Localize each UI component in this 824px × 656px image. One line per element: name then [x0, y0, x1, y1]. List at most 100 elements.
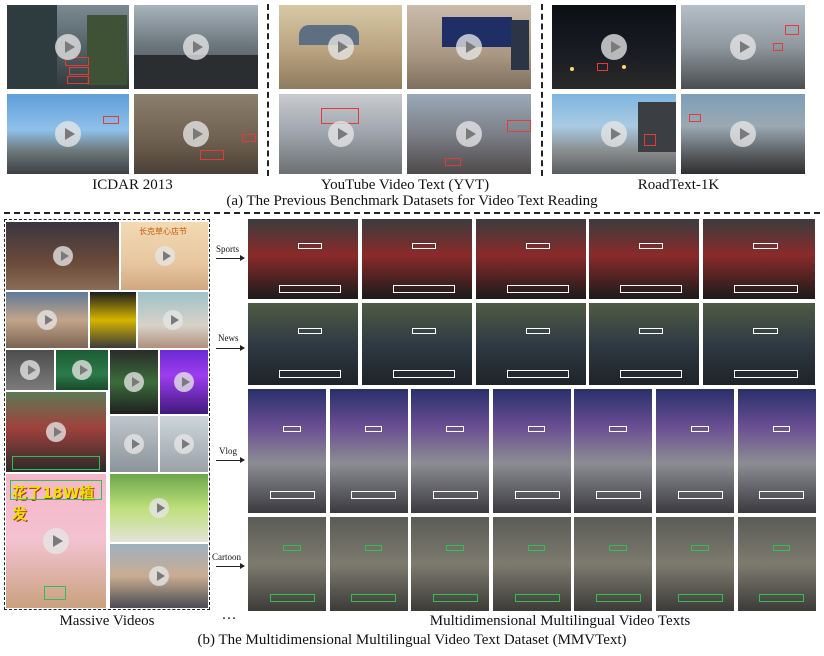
play-icon[interactable] [456, 121, 482, 147]
play-icon[interactable] [43, 528, 69, 554]
play-icon[interactable] [601, 34, 627, 60]
icdar-thumb-3[interactable] [7, 94, 129, 174]
video-frame[interactable] [248, 389, 326, 513]
play-icon[interactable] [55, 121, 81, 147]
play-icon[interactable] [124, 372, 144, 392]
play-icon[interactable] [730, 34, 756, 60]
play-icon[interactable] [20, 360, 40, 380]
yvt-thumb-2[interactable] [407, 5, 531, 89]
text-annotation-box [297, 327, 322, 334]
icdar-thumb-1[interactable] [7, 5, 129, 89]
video-frame[interactable] [411, 517, 490, 611]
video-frame[interactable] [248, 303, 358, 385]
icdar-label: ICDAR 2013 [92, 177, 173, 193]
roadtext-thumb-4[interactable] [681, 94, 805, 174]
video-frame[interactable] [656, 389, 734, 513]
video-frame[interactable] [656, 517, 734, 611]
video-frame[interactable] [329, 389, 408, 513]
roadtext-thumb-2[interactable] [681, 5, 805, 89]
roadtext-thumb-1[interactable] [552, 5, 676, 89]
mosaic-thumb-5[interactable] [138, 292, 208, 348]
play-icon[interactable] [154, 246, 175, 266]
text-annotation-box [433, 490, 478, 499]
play-icon[interactable] [37, 310, 57, 330]
play-icon[interactable] [183, 34, 209, 60]
play-icon[interactable] [72, 360, 92, 380]
text-annotation-box [364, 545, 383, 552]
text-annotation-box [753, 327, 778, 334]
video-frame[interactable] [492, 389, 571, 513]
mosaic-thumb-9[interactable] [160, 350, 208, 414]
play-icon[interactable] [55, 34, 81, 60]
text-annotation-box [283, 545, 301, 552]
mosaic-thumb-15[interactable] [110, 544, 208, 608]
video-frame[interactable] [476, 303, 586, 385]
text-annotation-box [759, 490, 805, 499]
play-icon[interactable] [163, 310, 183, 330]
mosaic-thumb-13[interactable]: 花了18W植发 [6, 474, 106, 608]
play-icon[interactable] [149, 566, 169, 586]
text-annotation-box [772, 545, 791, 552]
yvt-label: YouTube Video Text (YVT) [320, 177, 490, 193]
text-annotation-box [446, 545, 464, 552]
video-frame[interactable] [362, 219, 472, 299]
play-icon[interactable] [124, 434, 144, 454]
video-frame[interactable] [737, 389, 816, 513]
video-frame[interactable] [703, 303, 815, 385]
text-annotation-box [411, 327, 436, 334]
video-frame[interactable] [492, 517, 571, 611]
title-text: 花了18W植发 [12, 484, 95, 523]
mosaic-thumb-11[interactable] [110, 416, 158, 472]
chip-text: 长克草心店节 [139, 227, 187, 236]
mosaic-thumb-1[interactable] [6, 222, 119, 290]
text-annotation-box [506, 284, 570, 293]
play-icon[interactable] [327, 121, 354, 147]
video-frame[interactable] [589, 219, 699, 299]
separator-1 [267, 4, 269, 176]
play-icon[interactable] [174, 434, 194, 454]
mosaic-thumb-12[interactable] [160, 416, 208, 472]
video-frame[interactable] [574, 389, 653, 513]
video-frame[interactable] [248, 517, 326, 611]
massive-videos-label: Massive Videos [59, 613, 155, 629]
mosaic-thumb-6[interactable] [6, 350, 54, 390]
mosaic-thumb-8[interactable] [110, 350, 158, 414]
play-icon[interactable] [183, 121, 209, 147]
video-frame[interactable] [411, 389, 490, 513]
play-icon[interactable] [52, 246, 73, 266]
roadtext-thumb-3[interactable] [552, 94, 676, 174]
mosaic-thumb-2[interactable]: 长克草心店节 [121, 222, 208, 290]
play-icon[interactable] [730, 121, 756, 147]
text-annotation-box [619, 370, 683, 379]
video-frame[interactable] [476, 219, 586, 299]
video-frame[interactable] [362, 303, 472, 385]
mosaic-thumb-3[interactable] [6, 292, 88, 348]
yvt-thumb-1[interactable] [279, 5, 402, 89]
row-label-vlog: Vlog [219, 446, 237, 456]
yvt-thumb-4[interactable] [407, 94, 531, 174]
video-frame[interactable] [737, 517, 816, 611]
text-annotation-box [677, 490, 723, 499]
yvt-thumb-3[interactable] [279, 94, 402, 174]
play-icon[interactable] [46, 422, 66, 442]
text-annotation-box [638, 327, 663, 334]
play-icon[interactable] [149, 498, 169, 518]
icdar-thumb-2[interactable] [134, 5, 258, 89]
text-annotation-box [677, 594, 723, 603]
video-frame[interactable] [248, 219, 358, 299]
icdar-thumb-4[interactable] [134, 94, 258, 174]
mosaic-thumb-10[interactable] [6, 392, 106, 472]
video-frame[interactable] [703, 219, 815, 299]
video-frame[interactable] [574, 517, 653, 611]
text-annotation-box [753, 243, 778, 249]
play-icon[interactable] [174, 372, 194, 392]
mosaic-thumb-4[interactable] [90, 292, 136, 348]
mosaic-thumb-7[interactable] [56, 350, 108, 390]
video-frame[interactable] [589, 303, 699, 385]
text-annotation-box [506, 370, 570, 379]
play-icon[interactable] [327, 34, 354, 60]
play-icon[interactable] [456, 34, 482, 60]
mosaic-thumb-14[interactable] [110, 474, 208, 542]
video-frame[interactable] [329, 517, 408, 611]
play-icon[interactable] [601, 121, 627, 147]
